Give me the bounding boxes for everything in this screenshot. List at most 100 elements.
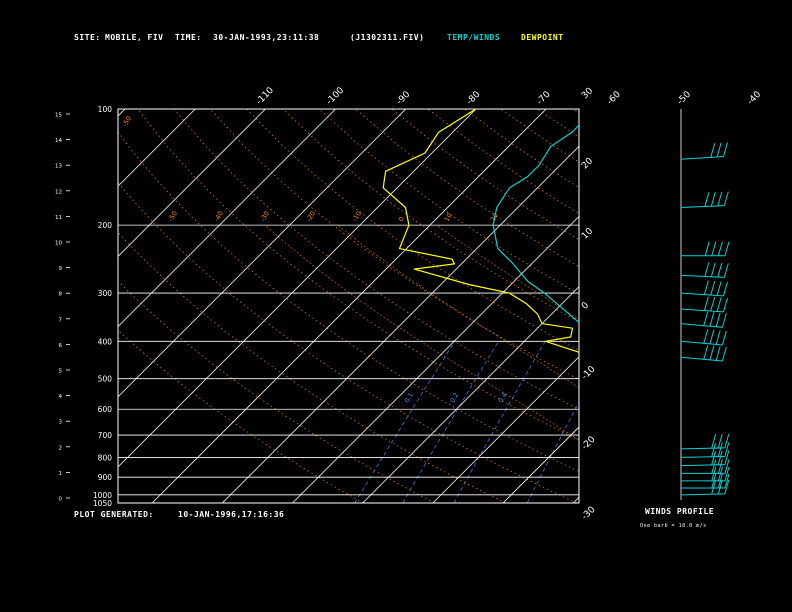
dry-adiabat-label: 10 xyxy=(443,212,454,223)
isotherm-line xyxy=(572,496,579,503)
isotherm-right-label: 10 xyxy=(580,226,595,241)
site-value: MOBILE, FIV xyxy=(105,33,164,42)
sounding-series xyxy=(382,109,579,353)
wind-barb-flag xyxy=(724,459,730,474)
isotherm-top-label: -90 xyxy=(395,89,413,107)
wind-barb-flag xyxy=(711,459,717,474)
isotherm-top-label: -40 xyxy=(746,89,764,107)
wind-barb-flag xyxy=(717,241,723,256)
dry-adiabat-line xyxy=(464,109,579,188)
pressure-tick-label: 1050 xyxy=(93,499,112,508)
mixing-ratio-line xyxy=(674,341,744,503)
mixing-ratio-label: 0.1 xyxy=(403,391,415,404)
isotherm-line xyxy=(643,109,792,503)
wind-barb-flag xyxy=(717,433,723,449)
height-tick-label: 9 xyxy=(59,266,63,272)
wind-barb-flag xyxy=(710,262,716,277)
dry-adiabat-line xyxy=(173,109,579,410)
legend-dewpoint: DEWPOINT xyxy=(521,33,564,42)
dry-adiabat-label: -20 xyxy=(305,210,317,223)
wind-barb-flag xyxy=(717,473,723,489)
wind-barb-flag xyxy=(717,191,723,207)
height-tick-label: 6 xyxy=(59,343,63,349)
pressure-tick-label: 100 xyxy=(98,105,113,114)
pressure-tick-label: 800 xyxy=(98,453,113,462)
isotherm-right-label: -10 xyxy=(580,364,598,382)
wind-barb-flag xyxy=(721,313,727,328)
dry-adiabat-line xyxy=(118,131,579,472)
wind-barb-flag xyxy=(711,450,717,466)
pressure-tick-label: 300 xyxy=(98,289,113,298)
winds-profile-title: WINDS PROFILE xyxy=(645,507,715,516)
mixing-ratio-line xyxy=(588,341,667,503)
wind-barb-shaft xyxy=(680,323,723,328)
wind-barb-flag xyxy=(723,263,729,278)
file-value: (J1302311.FIV) xyxy=(350,33,425,42)
moist-adiabat-line xyxy=(754,225,792,495)
wind-barb-flag xyxy=(703,296,709,311)
height-tick-label: 4 xyxy=(59,394,63,400)
dry-adiabat-line xyxy=(719,109,792,503)
dry-adiabat-line xyxy=(318,109,579,295)
wind-barb-flag xyxy=(721,330,727,346)
height-tick-label: 10 xyxy=(55,241,62,247)
mixing-ratio-line xyxy=(722,341,787,503)
legend-temp-winds: TEMP/WINDS xyxy=(447,33,501,42)
wind-barb-flag xyxy=(704,241,710,256)
wind-barb-shaft xyxy=(680,340,723,346)
wind-barb-flag xyxy=(704,262,710,277)
site-label: SITE: xyxy=(74,33,101,42)
wind-barb-flag xyxy=(724,241,730,256)
height-tick-label: 8 xyxy=(59,292,63,298)
wind-barb-flag xyxy=(717,466,723,481)
wind-barb-shaft xyxy=(680,292,724,297)
isotherm-line xyxy=(118,109,407,398)
isotherm-line xyxy=(0,109,55,503)
dry-adiabat-line xyxy=(246,109,579,351)
wind-barb-shaft xyxy=(680,447,725,450)
mixing-ratio-label: 0.2 xyxy=(448,391,460,404)
temperature-line xyxy=(492,124,579,324)
pressure-tick-label: 200 xyxy=(98,221,113,230)
mixing-ratio-line xyxy=(453,341,546,503)
isotherm-line xyxy=(784,109,792,503)
wind-barb-flag xyxy=(716,297,722,312)
wind-barb-flag xyxy=(711,466,717,481)
moist-adiabat-line xyxy=(337,224,579,388)
wind-barb-flag xyxy=(723,281,728,297)
isotherm-line xyxy=(118,109,477,468)
mixing-ratio-line xyxy=(402,341,499,503)
mixing-ratio-lines xyxy=(354,341,792,503)
dry-adiabat-label: -50 xyxy=(121,115,133,128)
moist-adiabat-line xyxy=(577,224,579,227)
isotherm-line xyxy=(432,356,579,503)
height-tick-label: 14 xyxy=(55,138,62,144)
height-tick-label: 7 xyxy=(59,317,63,323)
wind-barb-flag xyxy=(709,312,715,327)
wind-barb-flag xyxy=(724,442,730,457)
height-tick-label: 5 xyxy=(59,369,63,375)
wind-barb-flag xyxy=(723,297,728,313)
mixing-ratio-line xyxy=(766,341,792,503)
plot-generated-value: 10-JAN-1996,17:16:36 xyxy=(178,510,285,519)
wind-barb-flag xyxy=(723,191,729,206)
wind-barb-flag xyxy=(717,450,723,465)
wind-barb-flag xyxy=(724,473,730,489)
wind-barb-flag xyxy=(711,442,717,457)
plot-generated-label: PLOT GENERATED: xyxy=(74,510,154,519)
isotherm-line xyxy=(151,109,547,503)
dry-adiabats xyxy=(118,109,792,503)
isotherm-top-label: -50 xyxy=(676,89,694,107)
isobars xyxy=(118,108,579,504)
wind-barb-flag xyxy=(704,192,710,207)
wind-barb-flag xyxy=(716,142,722,158)
wind-barb-flag xyxy=(724,433,730,449)
wind-barb-flag xyxy=(717,459,723,474)
mixing-ratio-line xyxy=(526,401,579,503)
wind-barb-shaft xyxy=(680,205,725,208)
wind-barb-shaft xyxy=(680,274,725,278)
isotherm-top-label: -70 xyxy=(535,89,553,107)
wind-barb-flag xyxy=(711,241,717,256)
isotherm-top-label: -80 xyxy=(465,89,483,107)
